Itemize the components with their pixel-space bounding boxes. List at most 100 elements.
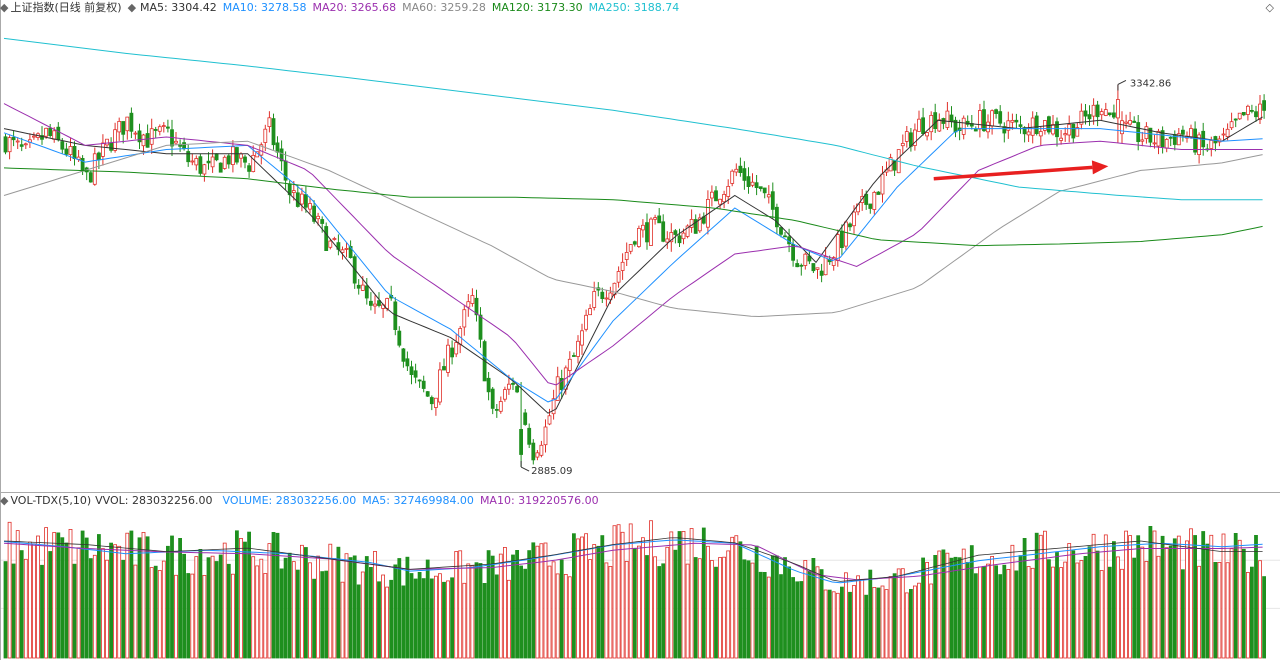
candle-body: [1107, 112, 1112, 116]
candle: [15, 137, 20, 149]
volume-bar: [1185, 540, 1189, 659]
candle-body: [218, 162, 223, 173]
volume-bar: [588, 559, 592, 659]
candle: [653, 214, 657, 225]
candle: [1237, 112, 1242, 120]
candle-body: [1221, 133, 1226, 136]
candle-body: [608, 292, 613, 301]
expand-icon[interactable]: ◇: [1265, 1, 1274, 14]
candle-body: [433, 397, 438, 408]
volume-bar: [1156, 555, 1161, 659]
candle-body: [153, 128, 158, 131]
collapse-icon[interactable]: ◆: [0, 1, 9, 14]
price-header: ◆ 上证指数(日线 前复权) ◆ MA5: 3304.42 MA10: 3278…: [0, 0, 1280, 16]
candle-body: [900, 142, 905, 147]
candle-body: [405, 358, 410, 367]
candle: [165, 119, 170, 133]
candle-body: [994, 109, 998, 114]
candle-body: [799, 264, 804, 267]
volume-bar: [178, 538, 183, 659]
candle-body: [72, 145, 77, 159]
candle-body: [572, 355, 576, 357]
volume-bar: [624, 561, 629, 659]
candle: [11, 130, 16, 147]
volume-bar: [990, 556, 994, 659]
candle: [502, 386, 507, 402]
volume-bar: [113, 544, 117, 659]
volume-bar: [1043, 530, 1047, 659]
candle-body: [446, 344, 450, 373]
candle: [1172, 130, 1177, 151]
candle: [40, 126, 44, 145]
candle-body: [101, 142, 105, 157]
volume-bar: [1258, 560, 1262, 659]
candle-body: [429, 397, 434, 405]
candle-body: [693, 219, 698, 234]
candle-body: [450, 347, 455, 358]
candle: [458, 326, 463, 354]
candle-body: [1103, 109, 1108, 116]
volume-bar: [259, 558, 264, 659]
candle: [904, 126, 909, 148]
candle-body: [3, 136, 8, 153]
candle-body: [1026, 131, 1031, 136]
candle-body: [588, 308, 592, 316]
volume-bar: [787, 566, 791, 659]
volume-bar: [892, 573, 897, 659]
volume-bar: [320, 571, 325, 659]
candle-body: [502, 389, 507, 400]
candle: [267, 111, 272, 133]
volume-panel: [0, 520, 1280, 659]
volume-bar: [247, 531, 252, 659]
volume-bar: [287, 552, 292, 659]
volume-bar: [332, 558, 337, 659]
volume-bar: [1164, 547, 1169, 659]
volume-bar: [11, 563, 16, 659]
candle-body: [1087, 114, 1092, 120]
candle: [718, 198, 722, 210]
candle: [770, 182, 775, 219]
candle-body: [356, 284, 361, 289]
candle: [348, 240, 353, 259]
candle: [576, 335, 580, 364]
candle-body: [409, 366, 414, 375]
volume-collapse-icon[interactable]: ◆: [0, 494, 9, 507]
volume-bar: [758, 571, 763, 659]
volume-bar: [665, 546, 670, 659]
volume-bar: [592, 544, 597, 659]
candle-body: [385, 298, 390, 309]
candle-body: [535, 452, 540, 458]
candle-body: [474, 297, 479, 316]
volume-bar: [929, 583, 934, 659]
volume-bar: [494, 574, 499, 659]
settings-icon[interactable]: ◆: [127, 1, 137, 14]
volume-bar: [1071, 550, 1076, 659]
candle-body: [515, 386, 519, 393]
candle-body: [88, 172, 93, 183]
volume-bar: [835, 592, 840, 659]
candle: [247, 163, 252, 178]
candle-body: [121, 121, 126, 135]
volume-bar: [555, 573, 560, 659]
candle: [604, 290, 609, 307]
candle-body: [1067, 124, 1072, 136]
candle: [299, 187, 304, 212]
candle-body: [1120, 120, 1124, 135]
volume-bar: [1067, 543, 1072, 659]
candle-body: [52, 130, 57, 140]
candle-body: [442, 366, 446, 371]
candle: [263, 124, 268, 152]
candle-body: [1091, 104, 1096, 117]
volume-bar: [458, 550, 463, 659]
candle: [308, 196, 312, 214]
candle-body: [1014, 119, 1019, 123]
volume-bar: [596, 545, 601, 659]
candle: [998, 105, 1003, 126]
candle: [190, 153, 195, 166]
volume-bar: [121, 559, 126, 659]
candle-body: [141, 134, 146, 147]
volume-bar: [190, 573, 195, 659]
volume-bar: [921, 557, 925, 659]
candle: [551, 389, 556, 420]
volume-bar: [1193, 535, 1197, 659]
